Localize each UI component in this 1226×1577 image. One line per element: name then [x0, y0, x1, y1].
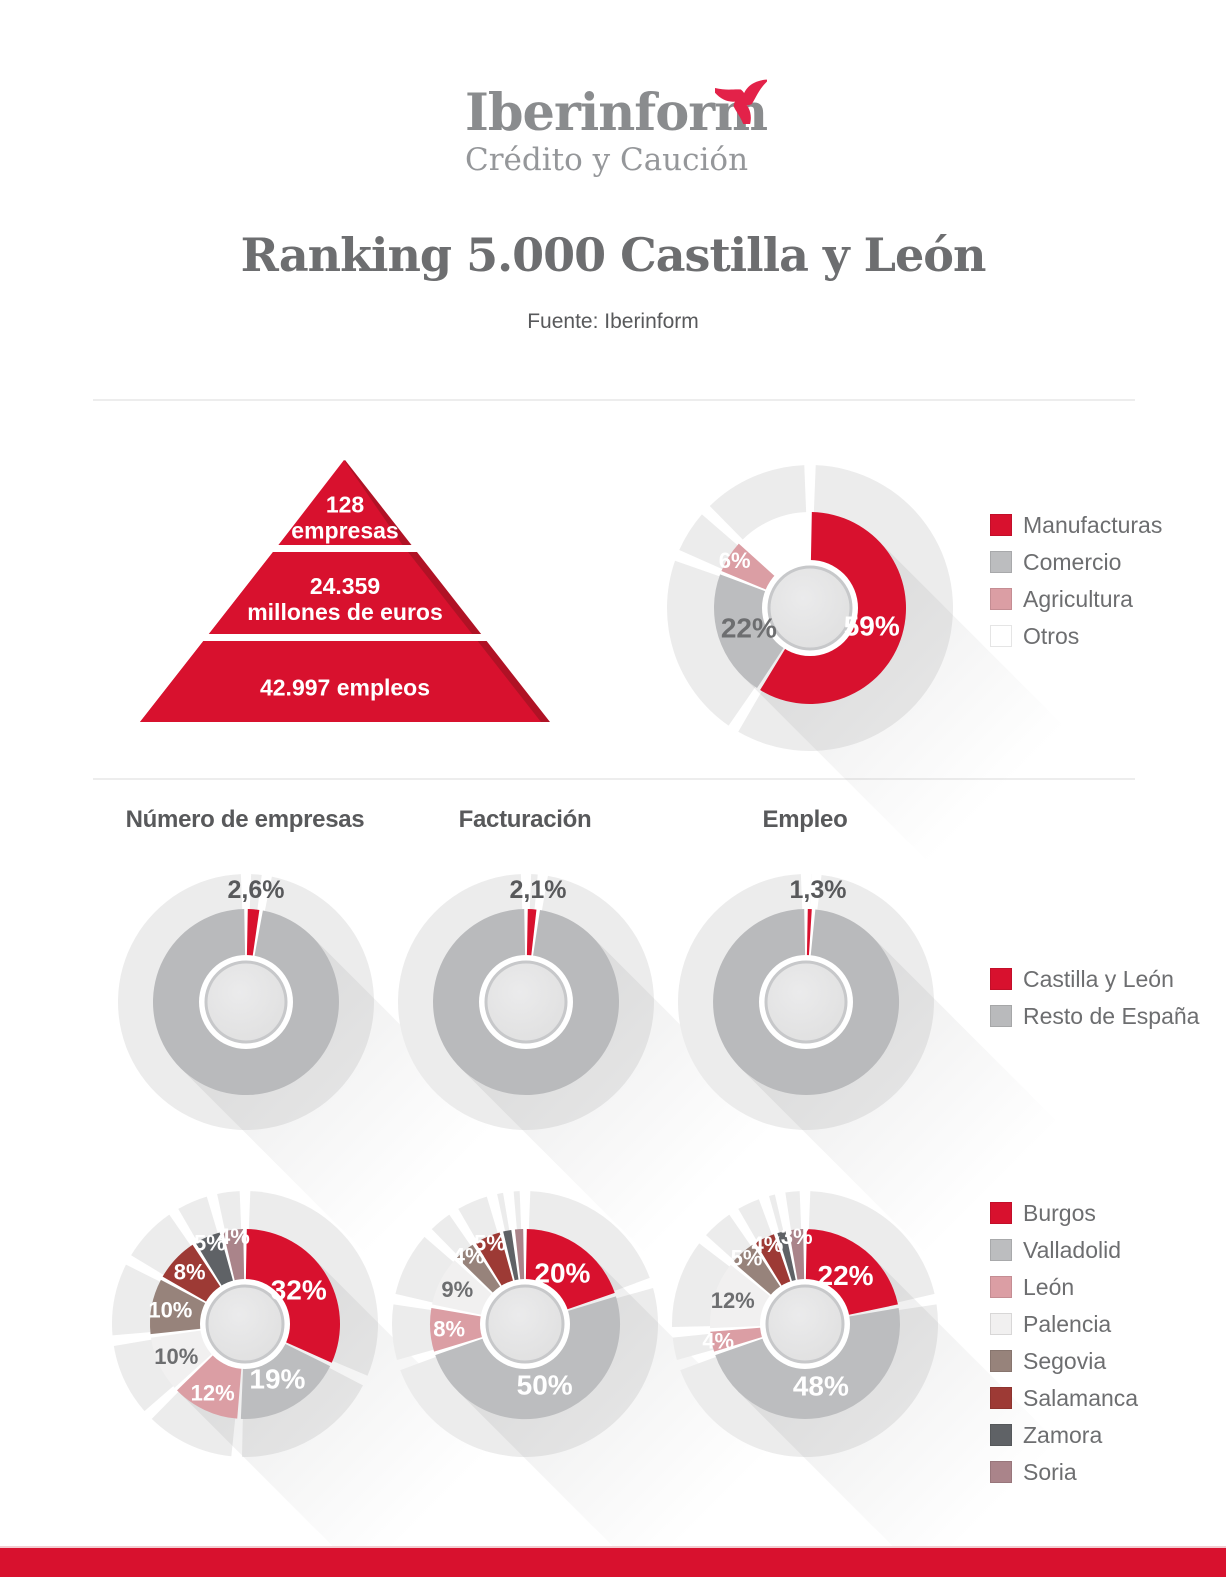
column-header-facturacion: Facturación	[458, 806, 592, 833]
svg-text:19%: 19%	[249, 1364, 305, 1395]
legend-item-resto-de-espana: Resto de España	[990, 1003, 1200, 1029]
legend-item-salamanca: Salamanca	[990, 1385, 1139, 1411]
legend-label: Soria	[1023, 1459, 1077, 1485]
svg-text:5%: 5%	[731, 1245, 763, 1270]
brand-tagline: Crédito y Caución	[465, 142, 749, 178]
donut-chart-cuota-facturacion	[316, 792, 780, 1256]
legend-label: Resto de España	[1023, 1003, 1200, 1029]
svg-text:59%: 59%	[844, 611, 900, 642]
source-note: Fuente: Iberinform	[527, 310, 699, 333]
legend-item-zamora: Zamora	[990, 1422, 1138, 1448]
donut-chart-provincias-empleo: 22% 48% 4% 12% 5% 4% 3%	[595, 1114, 1060, 1577]
legend-item-agricultura: Agricultura	[990, 586, 1162, 612]
legend-swatch-valladolid	[990, 1239, 1012, 1261]
legend-label: Otros	[1023, 623, 1080, 649]
legend-label: Valladolid	[1023, 1237, 1122, 1263]
legend-swatch-burgos	[990, 1202, 1012, 1224]
svg-text:12%: 12%	[191, 1380, 235, 1405]
legend-label: León	[1023, 1274, 1075, 1300]
svg-text:22%: 22%	[818, 1260, 874, 1291]
donut-chart-provincias-facturacion: 20% 50% 8% 9% 4% 5%	[315, 1114, 780, 1577]
donut-chart-cuota-empleo	[596, 792, 1060, 1256]
svg-text:12%: 12%	[711, 1288, 755, 1313]
legend-sectores: Manufacturas Comercio Agricultura Otros	[990, 514, 1162, 662]
donut-chart-provincias-empresas: 32% 19% 12% 10% 10% 8% 5% 4%	[35, 1114, 500, 1577]
svg-text:8%: 8%	[433, 1316, 465, 1341]
svg-text:4%: 4%	[453, 1244, 485, 1269]
donut-callout-empleo: 1,3%	[789, 876, 847, 904]
legend-item-castilla-y-leon: Castilla y León	[990, 966, 1199, 992]
legend-region: Castilla y León Resto de España	[990, 968, 1199, 1042]
legend-label: Burgos	[1023, 1200, 1096, 1226]
legend-label: Castilla y León	[1023, 966, 1174, 992]
legend-swatch-comercio	[990, 551, 1012, 573]
donut-chart-cuota-empresas	[36, 792, 500, 1256]
legend-swatch-soria	[990, 1461, 1012, 1483]
donut-chart-sectores: 59% 22% 6%	[600, 398, 1066, 864]
legend-label: Palencia	[1023, 1311, 1112, 1337]
legend-item-otros: Otros	[990, 623, 1162, 649]
three-blade-star-icon	[715, 79, 767, 124]
svg-text:50%: 50%	[517, 1369, 573, 1400]
pyramid-chart: 128 empresas 24.359 millones de euros 42.997…	[120, 450, 570, 725]
svg-text:5%: 5%	[194, 1231, 226, 1256]
svg-text:42.997 empleos: 42.997 empleos	[260, 675, 430, 701]
legend-item-leon: León	[990, 1274, 1138, 1300]
legend-swatch-resto-de-espana	[990, 1005, 1012, 1027]
svg-text:22%: 22%	[721, 613, 777, 644]
svg-text:empresas: empresas	[291, 518, 398, 544]
legend-swatch-manufacturas	[990, 514, 1012, 536]
legend-item-comercio: Comercio	[990, 549, 1162, 575]
svg-text:8%: 8%	[174, 1260, 206, 1285]
legend-swatch-zamora	[990, 1424, 1012, 1446]
legend-label: Segovia	[1023, 1348, 1107, 1374]
legend-label: Zamora	[1023, 1422, 1103, 1448]
svg-text:4%: 4%	[751, 1232, 783, 1257]
svg-text:128: 128	[326, 492, 365, 518]
legend-swatch-salamanca	[990, 1387, 1012, 1409]
svg-text:5%: 5%	[474, 1231, 506, 1256]
column-header-empresas: Número de empresas	[125, 806, 365, 833]
legend-swatch-segovia	[990, 1350, 1012, 1372]
svg-text:4%: 4%	[702, 1328, 734, 1353]
legend-item-soria: Soria	[990, 1459, 1138, 1485]
legend-provincias: Burgos Valladolid León Palencia Segovia …	[990, 1202, 1138, 1498]
svg-text:10%: 10%	[154, 1344, 198, 1369]
legend-swatch-leon	[990, 1276, 1012, 1298]
legend-label: Agricultura	[1023, 586, 1133, 612]
svg-text:10%: 10%	[148, 1297, 192, 1322]
legend-label: Salamanca	[1023, 1385, 1139, 1411]
column-header-empleo: Empleo	[762, 806, 848, 833]
legend-item-palencia: Palencia	[990, 1311, 1138, 1337]
legend-swatch-agricultura	[990, 588, 1012, 610]
svg-text:20%: 20%	[534, 1257, 590, 1288]
divider	[93, 778, 1135, 780]
svg-text:9%: 9%	[441, 1277, 473, 1302]
svg-text:millones de euros: millones de euros	[247, 599, 443, 625]
legend-swatch-castilla-y-leon	[990, 968, 1012, 990]
divider	[93, 399, 1135, 401]
svg-text:24.359: 24.359	[310, 573, 380, 599]
footer-bar	[0, 1546, 1226, 1577]
star-blade	[715, 79, 767, 124]
legend-item-burgos: Burgos	[990, 1200, 1138, 1226]
svg-text:32%: 32%	[271, 1275, 327, 1306]
legend-label: Comercio	[1023, 549, 1122, 575]
svg-text:3%: 3%	[781, 1224, 813, 1249]
legend-label: Manufacturas	[1023, 512, 1163, 538]
svg-text:4%: 4%	[218, 1224, 250, 1249]
legend-item-valladolid: Valladolid	[990, 1237, 1138, 1263]
legend-swatch-otros	[990, 625, 1012, 647]
donut-callout-facturacion: 2,1%	[509, 876, 567, 904]
svg-text:6%: 6%	[719, 548, 751, 573]
page-title: Ranking 5.000 Castilla y León	[240, 228, 987, 282]
brand-logo: Iberinform Crédito y Caución	[465, 79, 768, 178]
legend-swatch-palencia	[990, 1313, 1012, 1335]
legend-item-manufacturas: Manufacturas	[990, 512, 1163, 538]
svg-text:48%: 48%	[793, 1370, 849, 1401]
donut-callout-empresas: 2,6%	[227, 876, 285, 904]
legend-item-segovia: Segovia	[990, 1348, 1138, 1374]
